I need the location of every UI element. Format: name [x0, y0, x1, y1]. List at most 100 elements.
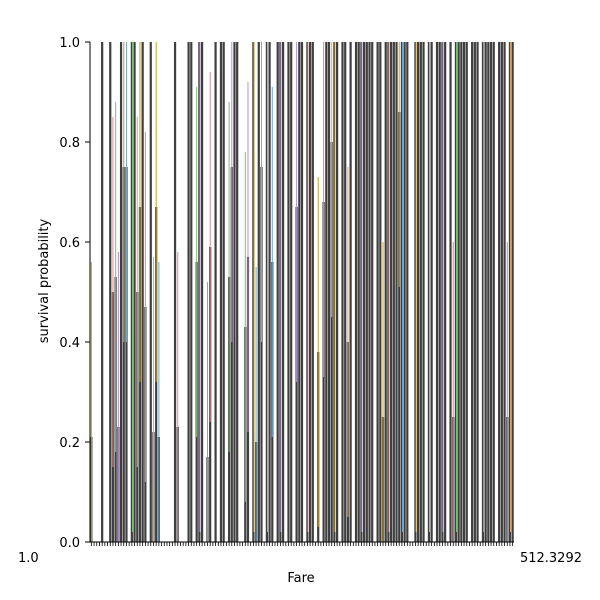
bar: [101, 42, 104, 542]
bar: [473, 42, 476, 542]
bar: [487, 42, 490, 542]
bar: [438, 42, 441, 542]
bar: [173, 42, 177, 542]
bar: [268, 42, 271, 542]
y-tick-label: 0.2: [59, 436, 80, 451]
bar: [422, 42, 425, 542]
bar: [430, 42, 433, 542]
bar: [379, 42, 382, 542]
bar: [427, 42, 431, 542]
y-ticks-group: 0.0 0.2 0.4 0.6 0.8 1.0: [59, 36, 90, 551]
bar: [260, 167, 263, 542]
bar: [349, 42, 352, 542]
bar: [400, 42, 404, 542]
bars-group: [90, 42, 514, 542]
error-bars-group: [90, 42, 512, 542]
bar: [257, 42, 260, 542]
bar: [457, 42, 460, 542]
bar: [149, 42, 152, 542]
y-tick-label: 1.0: [59, 36, 80, 51]
bar: [333, 42, 336, 542]
bar: [360, 42, 363, 542]
bar: [511, 42, 514, 542]
bar: [187, 42, 190, 542]
y-tick-label: 0.6: [59, 236, 80, 251]
bar: [233, 42, 236, 542]
bar: [354, 42, 358, 542]
bar: [341, 42, 344, 542]
bar: [236, 42, 239, 542]
bar: [417, 42, 420, 542]
bar: [330, 142, 333, 542]
bar: [435, 42, 439, 542]
bar: [419, 42, 422, 542]
bar: [363, 42, 366, 542]
bar: [481, 42, 485, 542]
bar: [357, 42, 360, 542]
bar: [500, 42, 503, 542]
bar: [403, 42, 406, 542]
bar: [384, 42, 387, 542]
bar: [498, 42, 501, 542]
bar: [287, 42, 290, 542]
bar: [465, 42, 468, 542]
bar: [462, 42, 466, 542]
bar: [214, 42, 217, 542]
bar: [298, 42, 301, 542]
bar: [308, 42, 312, 542]
bar: [325, 42, 328, 542]
bar: [471, 42, 474, 542]
bar: [327, 42, 331, 542]
bar: [141, 42, 144, 542]
x-ticks-group: [90, 542, 514, 546]
bar: [130, 42, 133, 542]
bar: [198, 42, 201, 542]
bar: [109, 42, 112, 542]
bar: [190, 42, 193, 542]
bar: [133, 42, 136, 542]
bar: [365, 42, 368, 542]
bar: [449, 42, 452, 542]
bar: [119, 42, 123, 542]
bar: [371, 42, 374, 542]
bar: [219, 42, 223, 542]
bar: [392, 42, 395, 542]
bar: [311, 42, 314, 542]
bar: [390, 42, 393, 542]
bar: [503, 42, 506, 542]
bar: [265, 42, 268, 542]
bar: [122, 167, 125, 542]
bar: [222, 42, 225, 542]
bar: [376, 42, 379, 542]
bar: [508, 42, 512, 542]
bar: [454, 42, 458, 542]
bar: [125, 167, 128, 542]
bar: [200, 42, 204, 542]
x-tick-label-last: 512.3292: [520, 551, 582, 566]
bar: [300, 42, 304, 542]
bar: [460, 42, 463, 542]
bar: [492, 42, 495, 542]
bar: [489, 42, 493, 542]
bar: [368, 42, 371, 542]
bar: [290, 42, 293, 542]
bar: [484, 42, 487, 542]
bar: [336, 42, 339, 542]
bar: [476, 42, 479, 542]
bar: [230, 167, 233, 542]
bar: [387, 42, 390, 542]
bar: [276, 42, 279, 542]
bar: [279, 42, 282, 542]
x-axis-label: Fare: [287, 571, 314, 586]
bar: [406, 42, 409, 542]
y-axis-label: survival probability: [37, 218, 52, 343]
bar: [344, 42, 347, 542]
y-tick-label: 0.0: [59, 536, 80, 551]
bar: [306, 42, 309, 542]
bar: [414, 42, 417, 542]
bar: [398, 112, 401, 542]
bar: [252, 42, 255, 542]
bar: [444, 42, 447, 542]
bar: [281, 42, 285, 542]
